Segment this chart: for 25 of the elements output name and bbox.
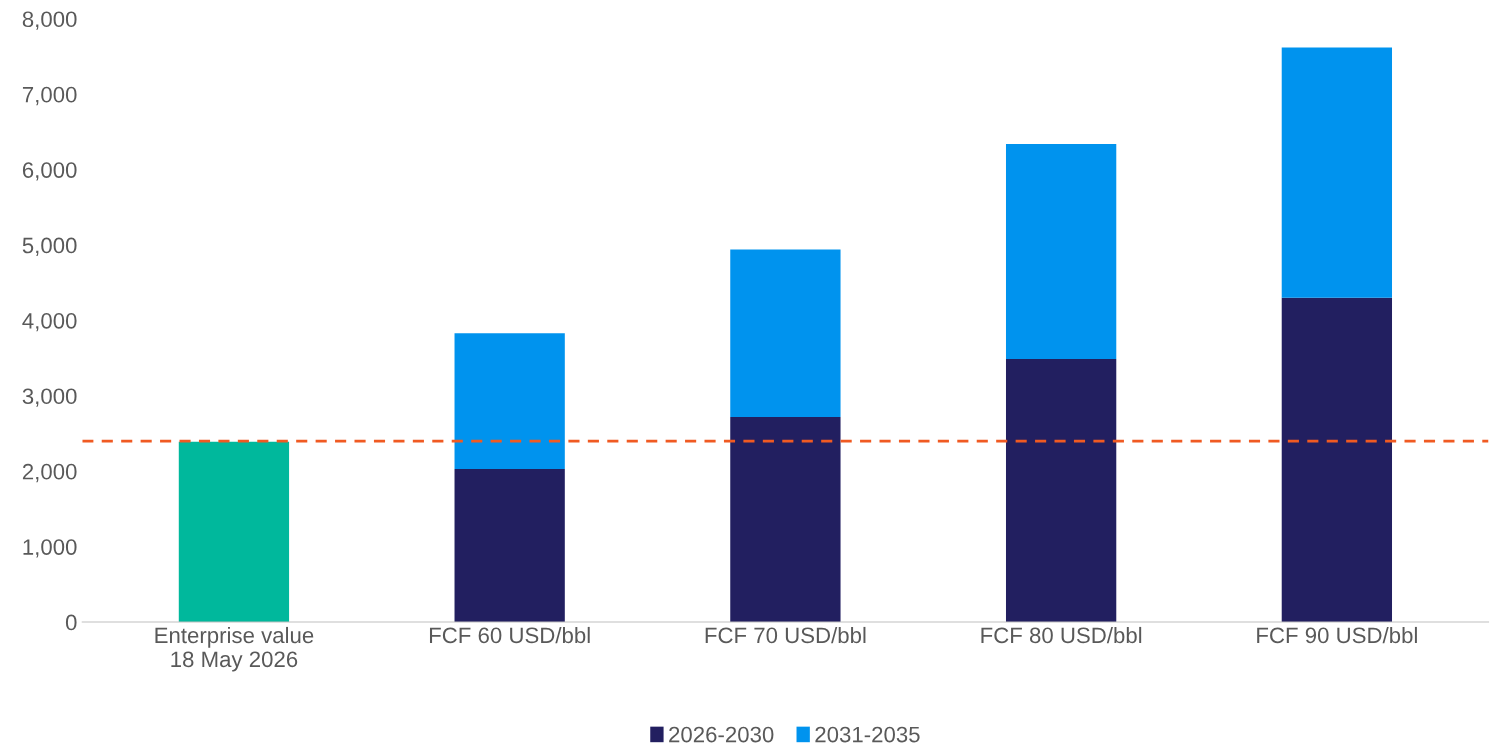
y-tick-label: 8,000 bbox=[22, 11, 77, 30]
legend-label: 2026-2030 bbox=[669, 726, 774, 743]
x-tick-label: FCF 70 USD/bbl bbox=[705, 626, 866, 644]
bar bbox=[730, 416, 841, 623]
y-tick-label: 6,000 bbox=[22, 162, 77, 181]
bar bbox=[1281, 297, 1393, 623]
y-tick-label: 3,000 bbox=[22, 388, 77, 407]
x-tick-label: FCF 60 USD/bbl bbox=[429, 626, 590, 644]
y-tick-label: 1,000 bbox=[23, 539, 77, 558]
bar bbox=[1005, 358, 1117, 623]
x-tick-label: Enterprise value 18 May 2026 bbox=[155, 626, 314, 672]
x-tick-label: FCF 90 USD/bbl bbox=[1257, 626, 1417, 644]
legend-label: 2031-2035 bbox=[815, 726, 920, 743]
bar bbox=[178, 441, 290, 623]
x-tick-label: FCF 80 USD/bbl bbox=[981, 626, 1142, 644]
bar bbox=[730, 249, 841, 417]
y-tick-label: 0 bbox=[65, 614, 77, 631]
bar bbox=[1005, 144, 1117, 359]
y-tick-label: 5,000 bbox=[22, 237, 77, 256]
y-tick-label: 4,000 bbox=[22, 312, 77, 332]
bar bbox=[454, 468, 565, 623]
y-tick-label: 2,000 bbox=[22, 463, 77, 483]
bar bbox=[454, 333, 565, 469]
bar bbox=[1281, 47, 1393, 298]
y-tick-label: 7,000 bbox=[22, 86, 77, 106]
